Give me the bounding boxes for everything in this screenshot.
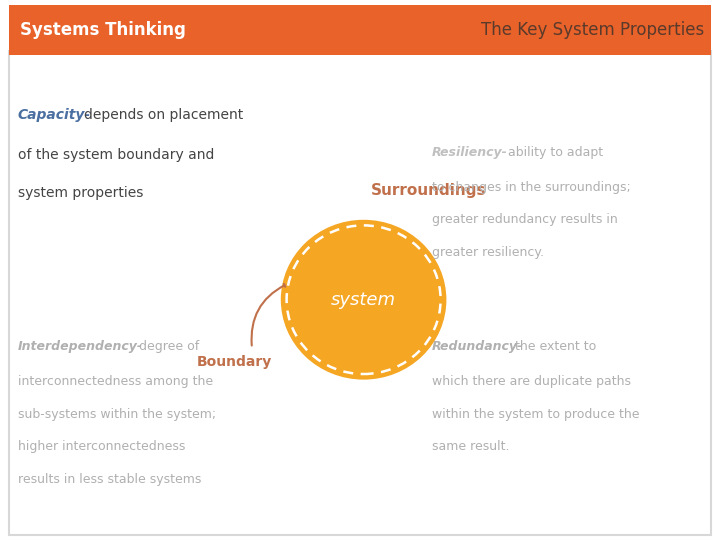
FancyBboxPatch shape (9, 5, 711, 55)
Text: Redundancy-: Redundancy- (432, 340, 523, 353)
Text: Interdependency-: Interdependency- (18, 340, 143, 353)
Text: which there are duplicate paths: which there are duplicate paths (432, 375, 631, 388)
Text: of the system boundary and: of the system boundary and (18, 148, 215, 163)
Text: Boundary: Boundary (197, 355, 271, 369)
Text: sub-systems within the system;: sub-systems within the system; (18, 408, 216, 421)
Text: results in less stable systems: results in less stable systems (18, 472, 202, 485)
Text: the extent to: the extent to (515, 340, 596, 353)
Text: interconnectedness among the: interconnectedness among the (18, 375, 213, 388)
Text: The Key System Properties: The Key System Properties (481, 21, 704, 39)
Text: greater redundancy results in: greater redundancy results in (432, 213, 618, 226)
FancyBboxPatch shape (9, 51, 711, 535)
Text: within the system to produce the: within the system to produce the (432, 408, 639, 421)
Text: degree of: degree of (139, 340, 199, 353)
Text: depends on placement: depends on placement (84, 108, 243, 122)
Text: Capacity-: Capacity- (18, 108, 91, 122)
Text: ability to adapt: ability to adapt (508, 146, 603, 159)
Text: same result.: same result. (432, 440, 510, 453)
Text: Resiliency-: Resiliency- (432, 146, 508, 159)
Text: system: system (331, 291, 396, 309)
Ellipse shape (281, 220, 446, 380)
Text: to changes in the surroundings;: to changes in the surroundings; (432, 181, 631, 194)
Text: system properties: system properties (18, 186, 143, 200)
Text: greater resiliency.: greater resiliency. (432, 246, 544, 259)
Text: higher interconnectedness: higher interconnectedness (18, 440, 185, 453)
Text: Surroundings: Surroundings (371, 183, 486, 198)
Text: Systems Thinking: Systems Thinking (20, 21, 186, 39)
